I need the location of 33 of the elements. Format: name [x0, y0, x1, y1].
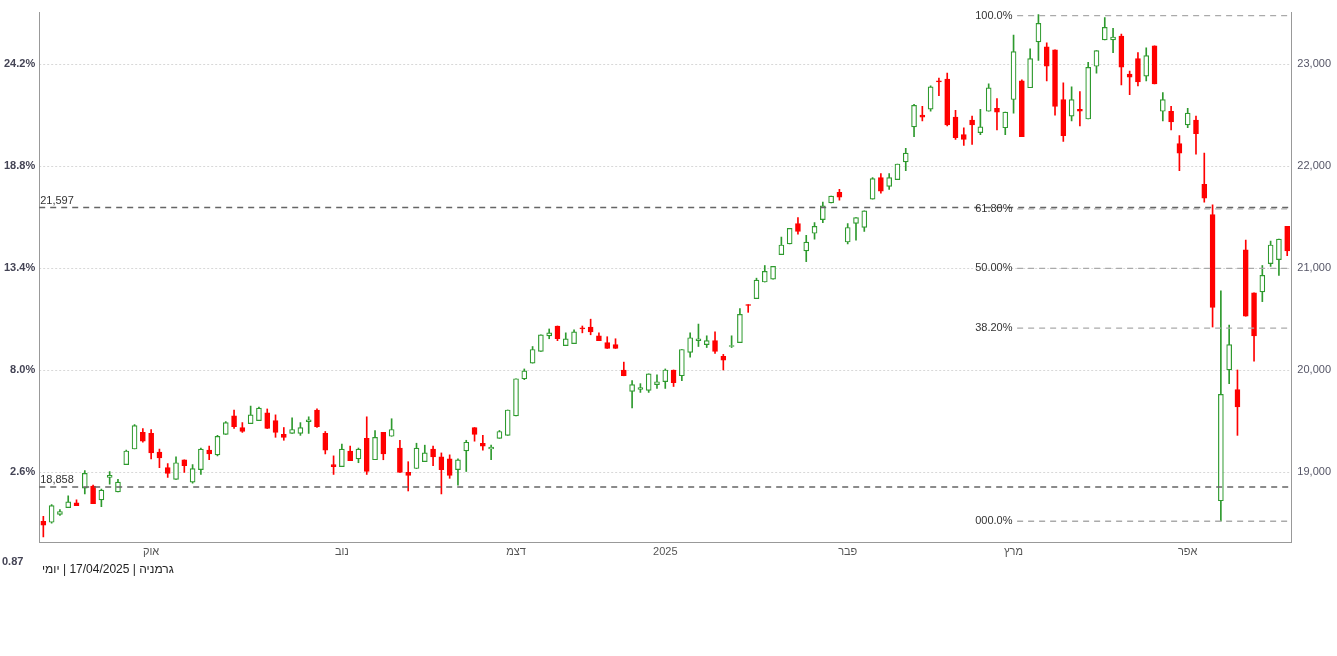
ref-line-label: 21,597	[40, 193, 74, 206]
annotation: 50.00%	[975, 261, 1013, 274]
x-tick-label: נוב	[335, 545, 349, 558]
x-tick-label: מרץ	[1004, 545, 1024, 558]
x-tick-label: פבר	[838, 545, 858, 558]
x-tick-label: אוק	[143, 545, 160, 558]
candlestick	[1077, 91, 1083, 127]
candlestick	[969, 115, 975, 145]
candlestick	[936, 77, 942, 96]
text: גרמניה | 17/04/2025 | יומי	[42, 562, 174, 576]
candlestick	[305, 416, 312, 434]
y2-tick-label: 8.0%	[10, 363, 36, 376]
y2-tick-label: 18.8%	[3, 159, 36, 172]
ref-line-label: 18,858	[40, 473, 74, 486]
y-tick-label: 23,000	[1297, 57, 1332, 70]
y2-tick-label: 13.4%	[3, 261, 36, 274]
candlestick	[106, 471, 113, 485]
y2-tick-label: 24.2%	[3, 57, 36, 70]
annotation: 38.20%	[975, 321, 1013, 334]
candlestick	[994, 98, 1000, 131]
y-tick-label: 19,000	[1297, 465, 1332, 478]
x-tick-label: 2025	[653, 545, 678, 558]
y-tick-label: 20,000	[1297, 363, 1332, 376]
annotation: 000.0%	[975, 514, 1013, 527]
candlestick	[1110, 27, 1116, 53]
x-tick-label: דצמ	[506, 545, 526, 558]
text: 0.87	[2, 555, 24, 567]
y-tick-label: 22,000	[1297, 159, 1332, 172]
y-tick-label: 21,000	[1297, 261, 1332, 274]
annotation: 61.80%	[975, 201, 1013, 214]
x-tick-label: אפר	[1177, 545, 1198, 558]
annotation: 100.0%	[975, 8, 1013, 21]
y2-tick-label: 2.6%	[10, 465, 36, 478]
